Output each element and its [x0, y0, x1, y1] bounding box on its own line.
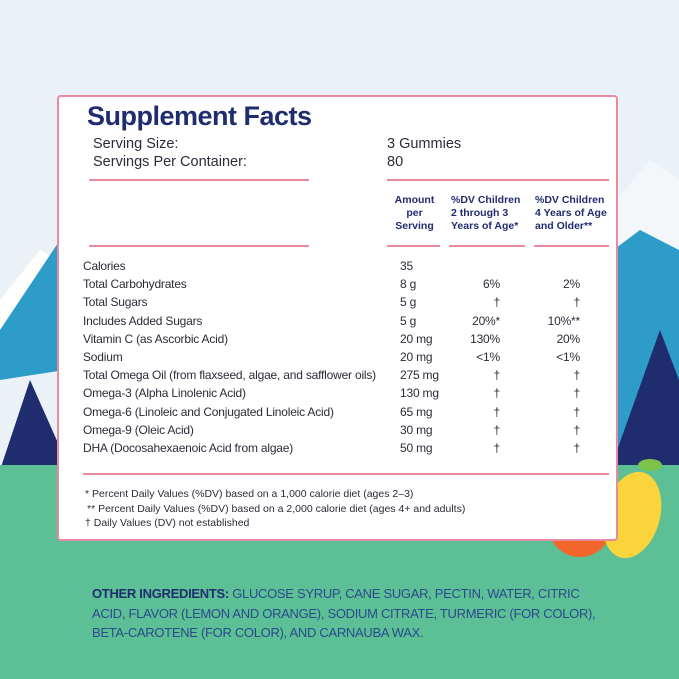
- column-header: %DV Children 4 Years of Age and Older**: [535, 194, 607, 232]
- divider: [449, 245, 525, 247]
- dv-2-3: †: [493, 404, 501, 419]
- amount: 275 mg: [400, 368, 439, 383]
- dv-4-plus: 20%: [556, 331, 581, 346]
- dv-2-3: †: [493, 441, 501, 455]
- footnote: * Percent Daily Values (%DV) based on a …: [85, 488, 414, 500]
- dv-4-plus: †: [573, 295, 581, 310]
- divider: [387, 179, 609, 181]
- servings-label: Servings Per Container:: [93, 154, 247, 170]
- servings-value: 80: [387, 154, 404, 170]
- column-header: Amount per Serving: [394, 194, 435, 232]
- row-label: Total Omega Oil (from flaxseed, algae, a…: [83, 368, 376, 383]
- divider: [534, 245, 609, 247]
- amount: 8 g: [400, 277, 417, 292]
- row-label: Vitamin C (as Ascorbic Acid): [83, 331, 228, 346]
- ingredients-text: GLUCOSE SYRUP, CANE SUGAR, PECTIN, WATER…: [92, 586, 596, 640]
- footnote: † Daily Values (DV) not established: [85, 517, 250, 529]
- amount: 65 mg: [400, 404, 433, 419]
- dv-4-plus: †: [573, 386, 581, 401]
- dv-4-plus: †: [573, 422, 581, 437]
- divider: [89, 179, 309, 181]
- dv-2-3: 130%: [470, 331, 500, 346]
- amount: 130 mg: [400, 386, 439, 401]
- amount: 30 mg: [400, 422, 433, 437]
- row-label: Sodium: [83, 350, 123, 364]
- row-label: Omega-9 (Oleic Acid): [83, 422, 194, 437]
- dv-4-plus: 2%: [563, 277, 580, 292]
- row-label: Total Carbohydrates: [83, 277, 187, 292]
- amount: 20 mg: [400, 350, 433, 364]
- ingredients-label: OTHER INGREDIENTS:: [92, 586, 229, 601]
- dv-2-3: †: [493, 386, 501, 401]
- facts-panel: Supplement Facts Serving Size: 3 Gummies Se…: [57, 95, 618, 541]
- amount: 50 mg: [400, 441, 433, 455]
- dv-2-3: <1%: [476, 350, 500, 364]
- amount: 35: [400, 259, 413, 273]
- serving-size-value: 3 Gummies: [387, 136, 462, 152]
- divider: [83, 473, 609, 475]
- footnote: ** Percent Daily Values (%DV) based on a…: [87, 502, 466, 515]
- other-ingredients: OTHER INGREDIENTS: GLUCOSE SYRUP, CANE S…: [92, 584, 602, 643]
- serving-size-label: Serving Size:: [93, 136, 179, 152]
- dv-2-3: †: [493, 368, 501, 383]
- dv-2-3: 6%: [483, 277, 500, 292]
- divider: [387, 245, 440, 247]
- dv-2-3: 20%*: [472, 313, 500, 328]
- dv-4-plus: †: [573, 441, 581, 455]
- row-label: Omega-3 (Alpha Linolenic Acid): [83, 386, 246, 401]
- dv-4-plus: 10%**: [547, 313, 581, 328]
- dv-4-plus: †: [573, 404, 581, 419]
- title: Supplement Facts: [87, 101, 312, 131]
- column-header: %DV Children 2 through 3 Years of Age*: [451, 194, 521, 232]
- leaf: [638, 459, 662, 471]
- dv-2-3: †: [493, 295, 501, 310]
- divider: [89, 245, 309, 247]
- tree: [610, 330, 679, 480]
- amount: 5 g: [400, 313, 417, 328]
- row-label: Omega-6 (Linoleic and Conjugated Linolei…: [83, 404, 334, 419]
- row-label: Total Sugars: [83, 295, 148, 310]
- dv-4-plus: †: [573, 368, 581, 383]
- amount: 5 g: [400, 295, 417, 310]
- dv-2-3: †: [493, 422, 501, 437]
- row-label: DHA (Docosahexaenoic Acid from algae): [83, 441, 294, 455]
- row-label: Calories: [83, 259, 126, 273]
- row-label: Includes Added Sugars: [83, 313, 203, 328]
- dv-4-plus: <1%: [556, 350, 580, 364]
- tree: [0, 380, 70, 470]
- amount: 20 mg: [400, 331, 433, 346]
